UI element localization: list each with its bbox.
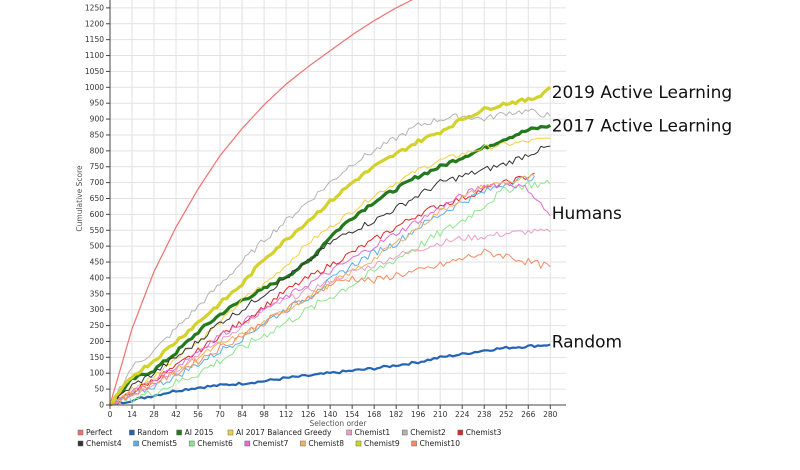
y-tick-label: 500 (90, 242, 105, 251)
y-tick-label: 1100 (85, 51, 104, 60)
series-line-chemist7 (109, 181, 551, 406)
series-line-chemist5 (109, 175, 536, 406)
x-tick-label: 56 (193, 410, 203, 419)
x-tick-label: 210 (433, 410, 448, 419)
y-tick-label: 50 (94, 385, 104, 394)
y-tick-label: 850 (90, 130, 105, 139)
legend-swatch (188, 440, 195, 447)
y-tick-label: 1250 (85, 3, 104, 12)
series-line-perfect (109, 0, 414, 406)
y-tick-label: 250 (90, 321, 105, 330)
series-line-chemist3 (109, 172, 535, 406)
y-tick-label: 350 (90, 289, 105, 298)
series-line-chemist9 (108, 85, 552, 406)
x-tick-label: 224 (455, 410, 470, 419)
annotation-label: 2017 Active Learning (552, 116, 732, 136)
annotation-label: Random (552, 332, 622, 352)
x-tick-label: 84 (237, 410, 247, 419)
legend-swatch (133, 440, 139, 447)
series-line-chemist2 (109, 108, 551, 406)
x-tick-label: 126 (301, 410, 316, 419)
x-tick-label: 98 (259, 410, 269, 419)
y-tick-label: 300 (90, 305, 105, 314)
y-tick-label: 800 (90, 146, 105, 155)
y-tick-label: 550 (90, 226, 105, 235)
legend-label: Chemist6 (197, 439, 233, 448)
y-tick-label: 1150 (85, 35, 104, 44)
legend-label: AI 2017 Balanced Greedy (236, 428, 332, 437)
x-tick-label: 42 (171, 410, 181, 419)
series-line-chemist10 (109, 248, 551, 406)
x-tick-label: 14 (127, 410, 137, 419)
series-line-chemist8 (109, 173, 535, 406)
x-tick-label: 0 (108, 410, 113, 419)
legend: Perfect Random AI 2015 AI 2017 Balanced Gre… (77, 428, 502, 448)
x-tick-label: 140 (323, 410, 338, 419)
y-tick-label: 750 (90, 162, 105, 171)
x-tick-label: 196 (411, 410, 426, 419)
annotation-label: 2019 Active Learning (552, 83, 732, 103)
x-tick-label: 28 (149, 410, 159, 419)
x-tick-label: 112 (279, 410, 294, 419)
legend-label: Chemist2 (410, 428, 446, 437)
y-tick-label: 400 (90, 273, 105, 282)
legend-label: Chemist7 (253, 439, 289, 448)
x-tick-label: 182 (389, 410, 404, 419)
y-tick-label: 150 (90, 353, 105, 362)
legend-label: Chemist9 (364, 439, 400, 448)
y-tick-label: 900 (90, 115, 105, 124)
x-tick-label: 70 (215, 410, 225, 419)
x-tick-label: 280 (543, 410, 558, 419)
y-tick-label: 650 (90, 194, 105, 203)
series-line-chemist6 (109, 179, 551, 406)
legend-swatch (346, 429, 352, 436)
legend-swatch (77, 440, 84, 447)
legend-swatch (401, 429, 408, 436)
legend-label: Chemist10 (420, 439, 461, 448)
y-tick-label: 100 (90, 369, 105, 378)
x-tick-label: 154 (345, 410, 360, 419)
legend-label: Random (137, 428, 168, 437)
legend-swatch (77, 429, 84, 436)
legend-swatch (244, 440, 251, 447)
x-tick-label: 266 (521, 410, 536, 419)
y-tick-label: 0 (99, 401, 104, 410)
legend-swatch (300, 440, 306, 447)
legend-label: Chemist1 (355, 428, 391, 437)
legend-swatch (227, 429, 234, 436)
annotation-label: Humans (552, 204, 622, 224)
grid (109, 0, 566, 406)
legend-swatch (129, 429, 135, 436)
legend-swatch (457, 429, 464, 436)
legend-swatch (355, 440, 362, 447)
y-tick-label: 200 (90, 337, 105, 346)
series-lines (108, 0, 552, 407)
series-line-chemist4 (109, 145, 551, 406)
y-tick-label: 1200 (85, 19, 104, 28)
x-tick-label: 238 (477, 410, 492, 419)
y-tick-label: 1000 (85, 83, 104, 92)
y-tick-label: 450 (90, 258, 105, 267)
x-tick-label: 252 (499, 410, 514, 419)
y-tick-label: 1050 (85, 67, 104, 76)
legend-label: Perfect (86, 428, 112, 437)
legend-swatch (176, 429, 182, 436)
legend-swatch (411, 440, 417, 447)
legend-label: Chemist5 (142, 439, 178, 448)
y-tick-label: 950 (90, 99, 105, 108)
legend-label: Chemist3 (466, 428, 502, 437)
series-line-random (109, 343, 551, 407)
legend-label: Chemist8 (308, 439, 344, 448)
y-tick-label: 700 (90, 178, 105, 187)
axes: 0 50 100 150 200 250 300 350 400 450 500 550 600 650 7… (75, 0, 566, 428)
legend-label: AI 2015 (185, 428, 214, 437)
x-axis-title: Selection order (310, 419, 368, 428)
legend-label: Chemist4 (86, 439, 122, 448)
annotations: 2019 Active Learning 2017 Active Learning… (552, 83, 732, 352)
y-tick-label: 600 (90, 210, 105, 219)
x-tick-label: 168 (367, 410, 382, 419)
y-axis-title: Cumulative Score (75, 165, 84, 232)
